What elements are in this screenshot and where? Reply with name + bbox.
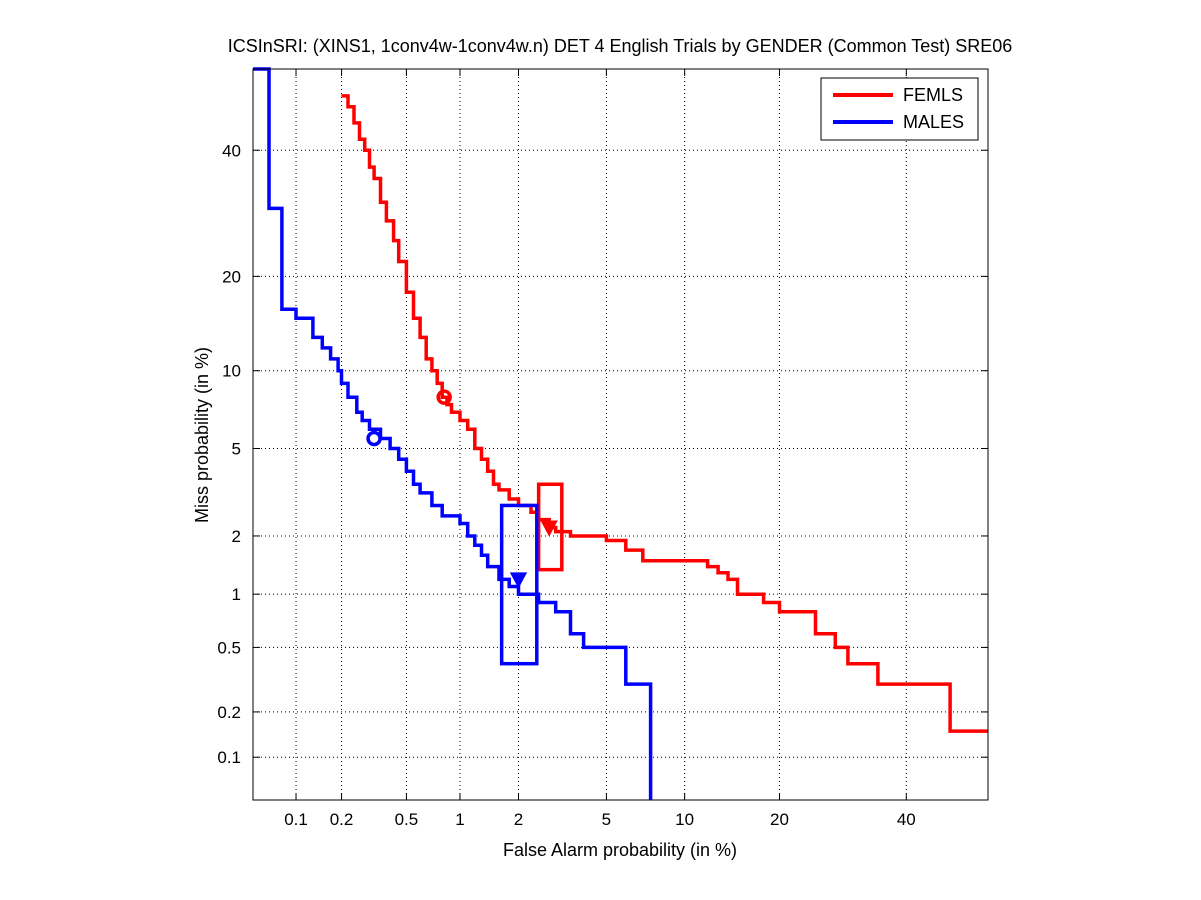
chart-title: ICSInSRI: (XINS1, 1conv4w-1conv4w.n) DET…	[228, 36, 1013, 56]
legend-label-males: MALES	[903, 112, 964, 132]
x-tick-label: 40	[897, 810, 916, 829]
plot-frame	[252, 68, 989, 801]
x-tick-label: 5	[602, 810, 611, 829]
legend: FEMLS MALES	[820, 77, 979, 141]
y-tick-labels: 0.1 0.2 0.5 1 2 5 10 20 40	[217, 141, 241, 767]
x-tick-label: 0.1	[284, 810, 308, 829]
x-tick-label: 10	[675, 810, 694, 829]
y-tick-label: 1	[232, 585, 241, 604]
series-line-males	[253, 67, 653, 800]
actual-dcf-marker-males	[509, 572, 528, 589]
y-tick-label: 0.1	[217, 748, 241, 767]
y-tick-label: 5	[232, 440, 241, 459]
x-tick-label: 0.5	[395, 810, 419, 829]
x-axis-title: False Alarm probability (in %)	[503, 840, 737, 860]
x-tick-label: 0.2	[330, 810, 354, 829]
y-tick-label: 0.5	[217, 638, 241, 657]
min-dcf-marker-males	[366, 430, 382, 447]
series-line-femls	[341, 94, 988, 733]
x-tick-label: 2	[514, 810, 523, 829]
x-tick-label: 20	[770, 810, 789, 829]
y-tick-label: 0.2	[217, 703, 241, 722]
legend-box	[820, 77, 979, 141]
operating-point-markers	[366, 389, 558, 589]
confidence-boxes	[499, 482, 564, 666]
min-dcf-marker-femls	[436, 389, 452, 405]
series-lines	[253, 67, 988, 800]
y-tick-label: 40	[222, 141, 241, 160]
actual-dcf-marker-femls	[540, 520, 558, 537]
y-tick-label: 10	[222, 362, 241, 381]
x-tick-label: 1	[455, 810, 464, 829]
y-tick-label: 2	[232, 527, 241, 546]
confidence-box-males	[499, 503, 539, 666]
grid-lines	[253, 69, 988, 800]
confidence-box-femls	[536, 482, 564, 572]
x-tick-labels: 0.1 0.2 0.5 1 2 5 10 20 40	[284, 810, 916, 829]
legend-label-femls: FEMLS	[903, 85, 963, 105]
y-tick-label: 20	[222, 267, 241, 286]
y-axis-title: Miss probability (in %)	[192, 347, 212, 523]
